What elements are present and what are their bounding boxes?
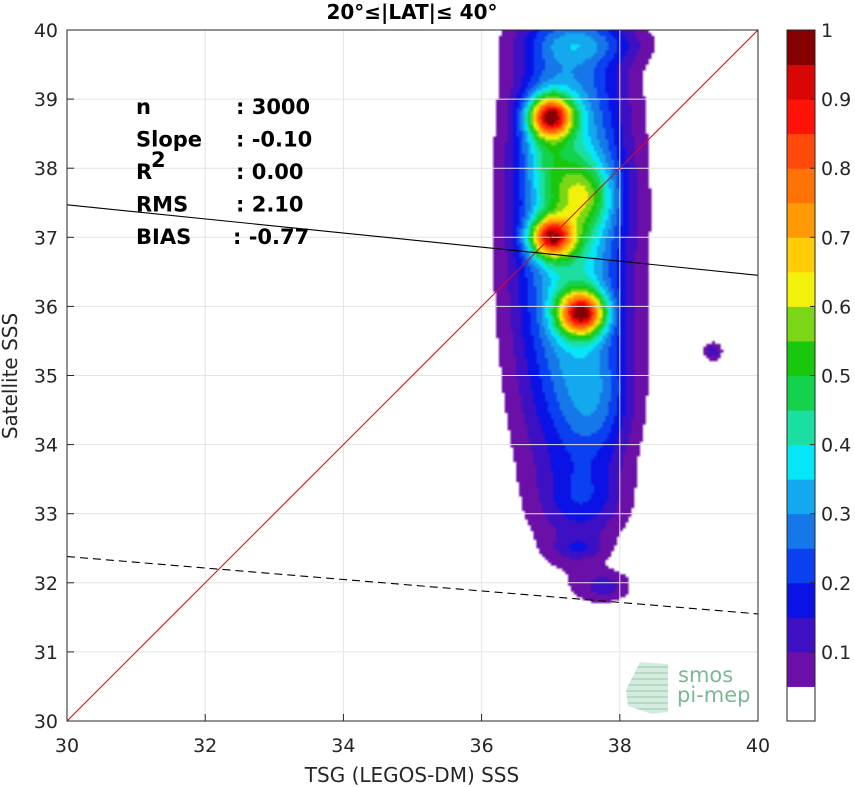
colorbar-segment — [787, 444, 815, 480]
colorbar-segment — [787, 513, 815, 549]
smos-pi-mep-logo: smos pi-mep — [626, 662, 750, 714]
y-axis-ticks: 30 31 32 33 34 35 36 37 38 39 40 — [34, 20, 74, 733]
x-tick-label: 30 — [55, 735, 79, 757]
y-tick-label: 33 — [34, 504, 58, 526]
colorbar-tick-label: 0.3 — [821, 504, 851, 526]
colorbar-tick-label: 0.4 — [821, 435, 851, 457]
y-tick-label: 36 — [34, 296, 58, 318]
y-tick-label: 31 — [34, 642, 58, 664]
statistics-box: n : 3000 Slope : -0.10 R2 : 0.00 RMS : 2.10 BIAS… — [136, 95, 312, 249]
stat-value: : 0.00 — [236, 160, 304, 184]
chart-title: 20°≤|LAT|≤ 40° — [326, 0, 497, 24]
stat-label: BIAS — [136, 225, 191, 249]
colorbar-segment — [787, 686, 815, 722]
colorbar-segment — [787, 133, 815, 169]
colorbar-segment — [787, 30, 815, 66]
colorbar-ticks: 0.1 0.2 0.3 0.4 0.5 0.6 0.7 0.8 0.9 1 — [810, 20, 851, 664]
colorbar-segment — [787, 271, 815, 307]
logo-wave-graphic — [626, 662, 668, 714]
regression-line — [67, 204, 758, 276]
x-tick-label: 40 — [746, 735, 770, 757]
stat-value: : 2.10 — [236, 193, 304, 217]
stat-label: RMS — [136, 193, 188, 217]
colorbar-segment — [787, 651, 815, 687]
x-axis-label: TSG (LEGOS-DM) SSS — [304, 763, 519, 787]
y-tick-label: 38 — [34, 158, 58, 180]
stat-label-superscript: 2 — [151, 148, 166, 172]
colorbar-segment — [787, 582, 815, 618]
colorbar-tick-label: 0.7 — [821, 227, 851, 249]
colorbar-tick-label: 0.6 — [821, 296, 851, 318]
y-axis-label: Satellite SSS — [0, 313, 22, 439]
colorbar-segment — [787, 410, 815, 446]
identity-line — [67, 30, 758, 721]
stat-value: : -0.10 — [236, 128, 312, 152]
grid-lines — [67, 30, 758, 721]
colorbar-segment — [787, 306, 815, 342]
x-tick-label: 38 — [608, 735, 632, 757]
logo-text-pimep: pi-mep — [677, 683, 750, 707]
colorbar-tick-label: 0.1 — [821, 642, 851, 664]
colorbar-tick-label: 0.8 — [821, 158, 851, 180]
dashed-regression-line — [67, 555, 758, 615]
regression-lines — [67, 30, 758, 721]
colorbar-segment — [787, 202, 815, 238]
logo-text-smos: smos — [678, 663, 733, 687]
colorbar-segment — [787, 548, 815, 584]
y-tick-label: 37 — [34, 227, 58, 249]
stat-label: Slope — [136, 128, 202, 152]
y-tick-label: 30 — [34, 711, 58, 733]
colorbar-tick-label: 0.2 — [821, 573, 851, 595]
y-tick-label: 40 — [34, 20, 58, 42]
stat-value: : -0.77 — [233, 225, 309, 249]
colorbar-tick-label: 0.5 — [821, 366, 851, 388]
colorbar-segment — [787, 340, 815, 376]
colorbar-segment — [787, 168, 815, 204]
stat-value: : 3000 — [236, 95, 310, 119]
y-tick-label: 34 — [34, 435, 58, 457]
colorbar-segment — [787, 479, 815, 515]
colorbar-segment — [787, 237, 815, 273]
colorbar-tick-label: 0.9 — [821, 89, 851, 111]
colorbar-segment — [787, 64, 815, 100]
y-tick-label: 39 — [34, 89, 58, 111]
colorbar-tick-label: 1 — [821, 20, 833, 42]
stat-label: n — [136, 95, 151, 119]
x-tick-label: 32 — [193, 735, 217, 757]
y-tick-label: 35 — [34, 366, 58, 388]
x-axis-ticks: 30 32 34 36 38 40 — [55, 714, 770, 757]
x-tick-label: 36 — [470, 735, 494, 757]
y-tick-label: 32 — [34, 573, 58, 595]
colorbar-segment — [787, 375, 815, 411]
stat-label: R — [136, 160, 152, 184]
colorbar-segment — [787, 617, 815, 653]
x-tick-label: 34 — [331, 735, 355, 757]
colorbar — [787, 30, 815, 722]
colorbar-segment — [787, 99, 815, 135]
